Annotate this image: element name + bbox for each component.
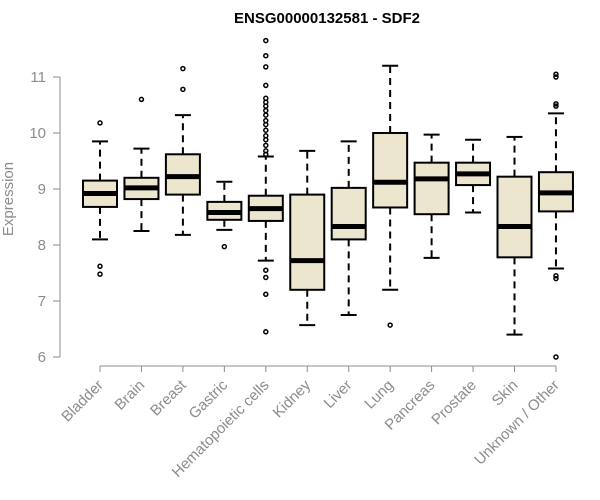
y-tick-label: 10 xyxy=(29,125,46,142)
outlier-point xyxy=(263,52,269,59)
outlier-point xyxy=(553,354,559,360)
outlier-point xyxy=(263,64,269,70)
outlier-point xyxy=(263,121,269,128)
outlier-point xyxy=(553,74,559,80)
box-gastric xyxy=(206,180,243,250)
box-prostate xyxy=(455,138,492,214)
outlier-point xyxy=(553,101,559,107)
y-tick-label: 8 xyxy=(38,237,46,254)
x-tick-label: Skin xyxy=(489,377,522,410)
outlier-point xyxy=(263,142,269,149)
outlier-point xyxy=(263,107,269,114)
box-breast xyxy=(164,65,201,236)
outlier-point xyxy=(180,86,186,93)
box-hematopoietic-cells xyxy=(247,37,284,335)
box-bladder xyxy=(82,120,118,277)
outlier-point xyxy=(180,65,186,72)
outlier-point xyxy=(263,329,269,335)
outlier-point xyxy=(263,127,269,133)
x-tick-label: Brain xyxy=(111,377,148,414)
box-kidney xyxy=(289,149,326,327)
outlier-point xyxy=(263,103,269,109)
outlier-point xyxy=(387,322,393,328)
x-tick-label: Kidney xyxy=(270,376,315,421)
box-skin xyxy=(496,135,533,336)
outlier-point xyxy=(263,82,269,89)
chart-title: ENSG00000132581 - SDF2 xyxy=(234,10,420,27)
box-pancreas xyxy=(413,133,450,259)
outlier-point xyxy=(263,291,269,298)
outlier-point xyxy=(263,274,269,281)
y-axis-ticks: 6 7 8 9 10 11 xyxy=(29,69,60,366)
box-unknown-other xyxy=(537,71,574,360)
x-tick-label: Lung xyxy=(361,377,397,413)
outlier-point xyxy=(138,96,145,103)
box-iqr xyxy=(413,161,450,216)
outlier-point xyxy=(263,37,269,44)
x-tick-label: Breast xyxy=(147,376,190,419)
outlier-point xyxy=(553,273,559,279)
outlier-point xyxy=(263,112,269,118)
outlier-point xyxy=(263,151,269,158)
y-tick-label: 7 xyxy=(38,293,46,310)
y-tick-label: 6 xyxy=(38,349,46,366)
x-tick-label: Bladder xyxy=(58,377,107,426)
y-tick-label: 9 xyxy=(38,181,46,198)
box-lung xyxy=(372,64,409,328)
boxes-layer xyxy=(82,37,574,360)
outlier-point xyxy=(553,275,559,282)
outlier-point xyxy=(97,120,103,126)
outlier-point xyxy=(221,243,228,250)
outlier-point xyxy=(97,271,103,277)
outlier-point xyxy=(263,136,269,143)
outlier-point xyxy=(553,71,559,77)
box-iqr xyxy=(496,175,533,259)
box-liver xyxy=(330,140,367,316)
box-iqr xyxy=(372,132,409,209)
box-iqr xyxy=(289,193,326,291)
x-tick-label: Liver xyxy=(321,377,356,412)
outlier-point xyxy=(263,267,269,273)
y-tick-label: 11 xyxy=(30,69,46,86)
outlier-point xyxy=(97,263,103,270)
box-brain xyxy=(123,96,160,232)
x-tick-label: Prostate xyxy=(428,377,480,429)
y-axis-label: Expression xyxy=(0,162,17,236)
box-iqr xyxy=(330,186,367,241)
outlier-point xyxy=(553,103,559,109)
